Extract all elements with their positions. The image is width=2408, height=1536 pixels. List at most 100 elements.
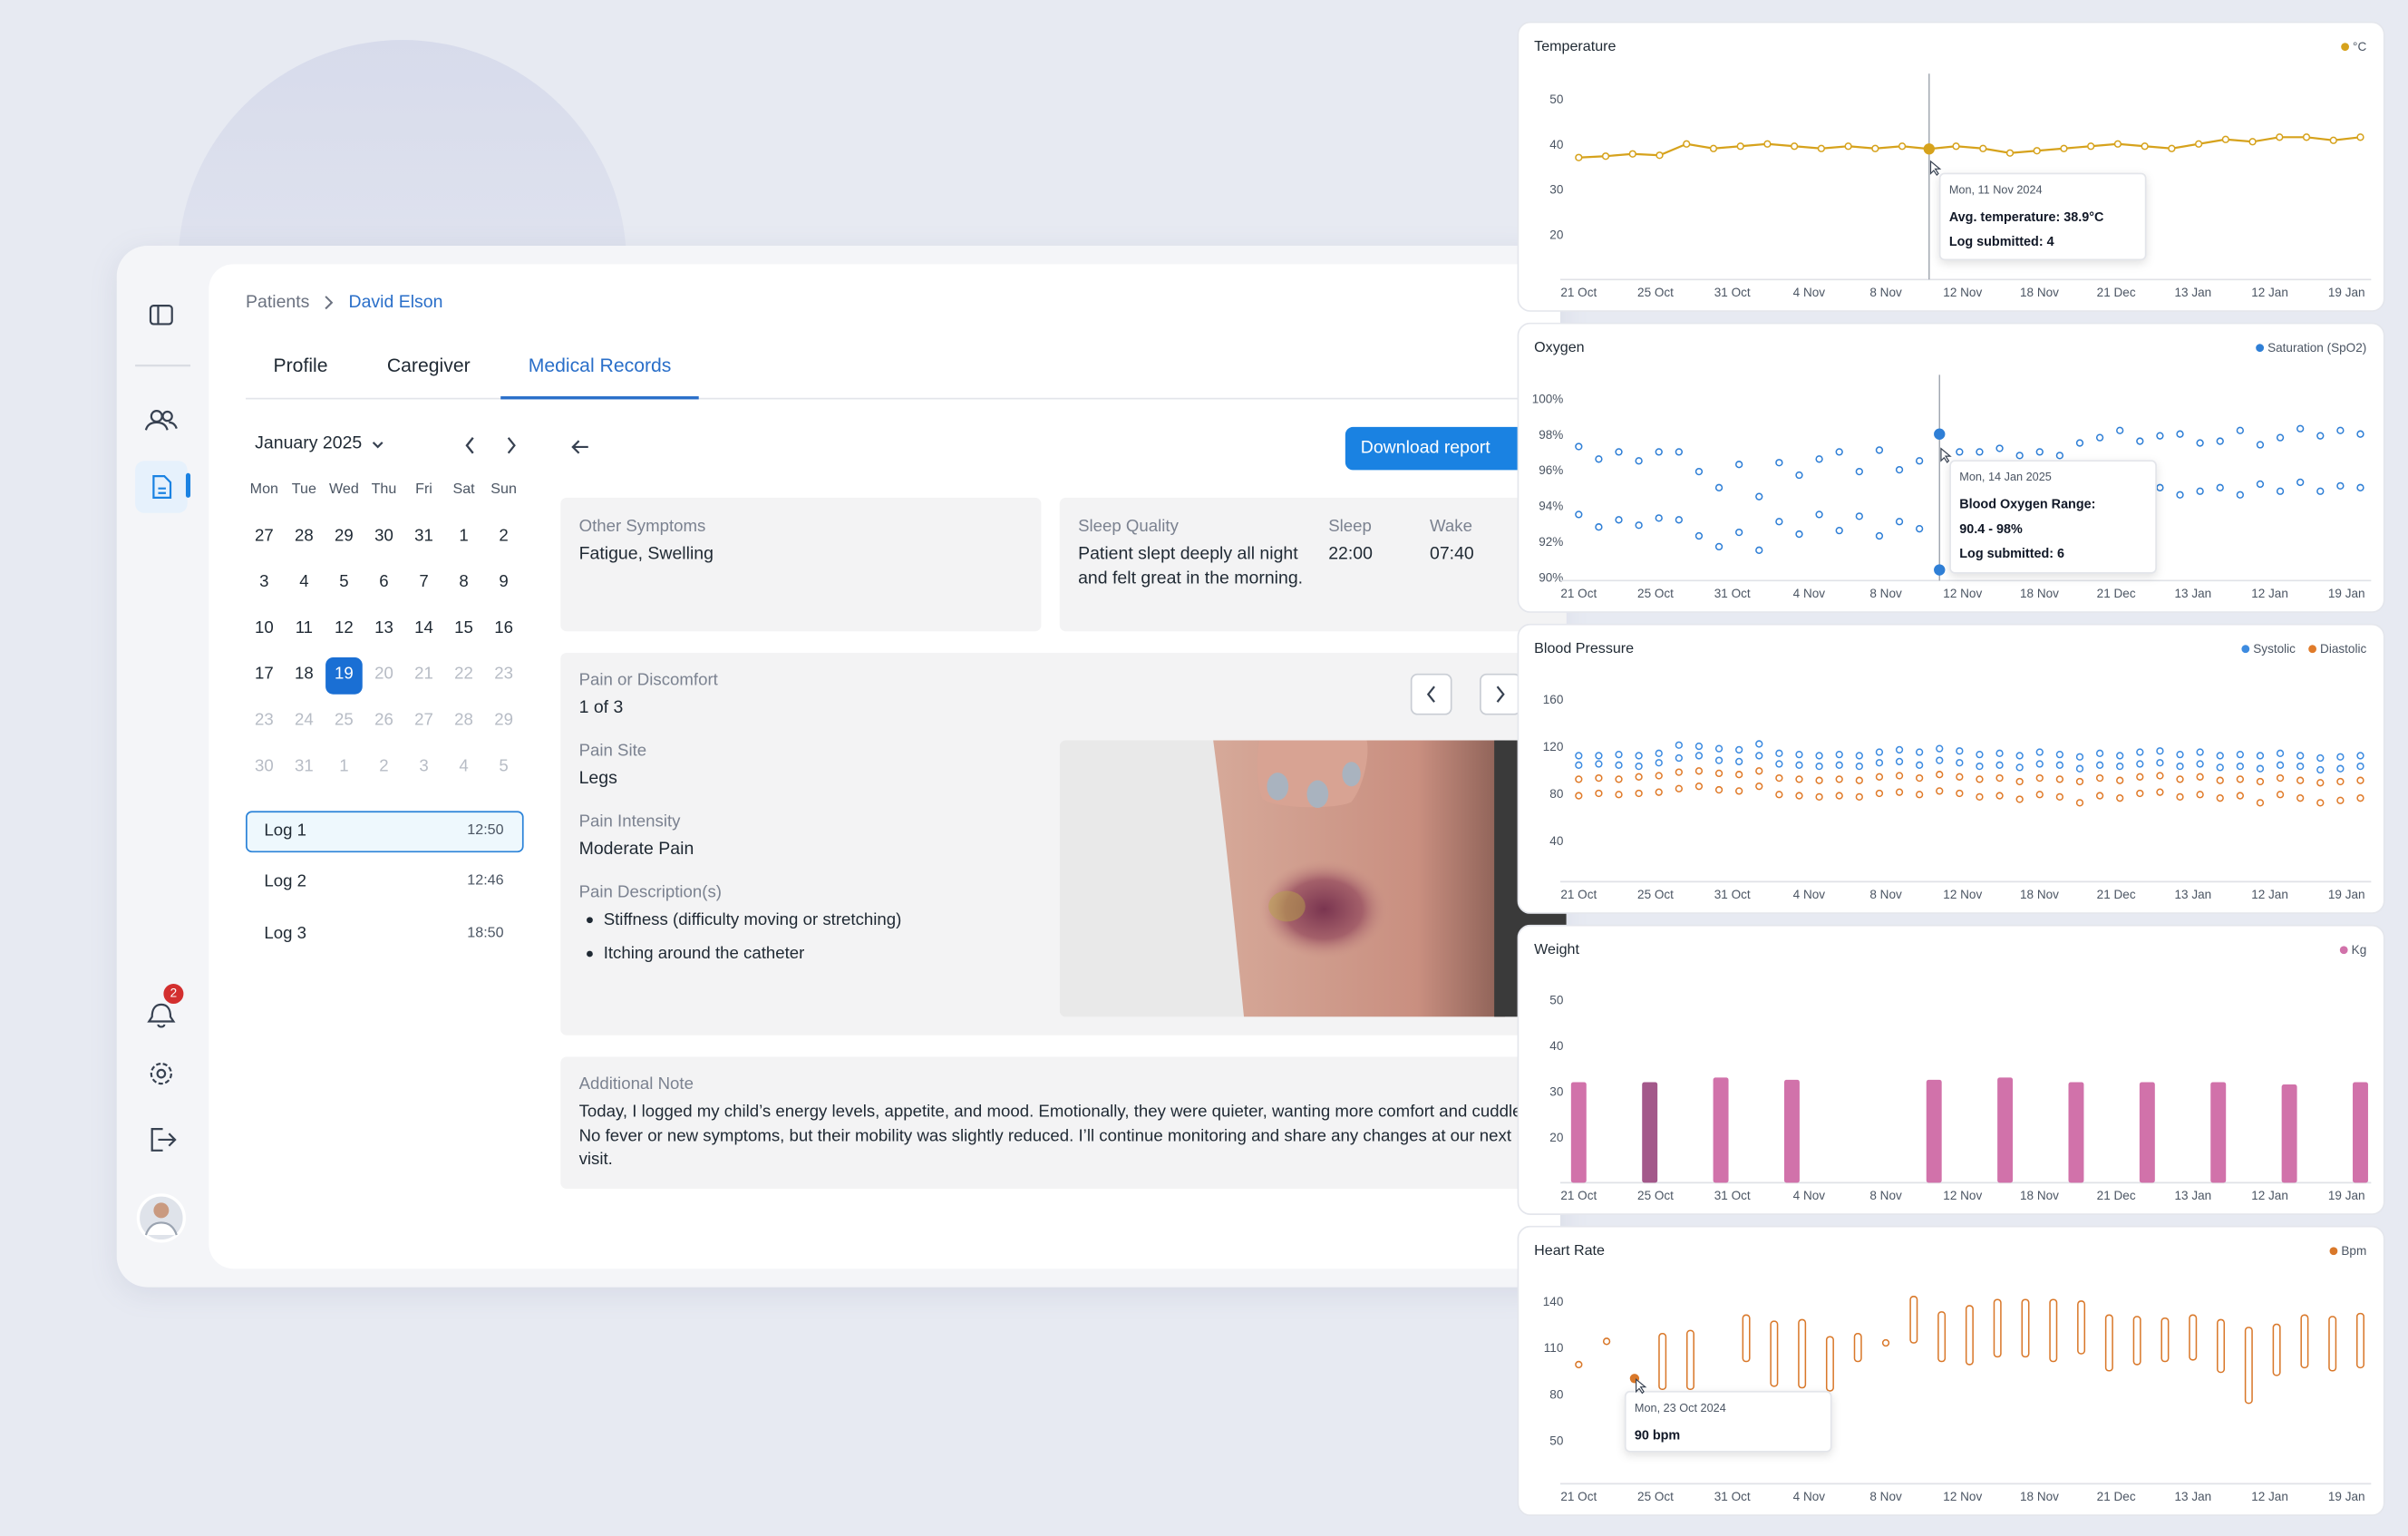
cursor-icon xyxy=(1940,447,1952,463)
calendar-day[interactable]: 29 xyxy=(494,711,513,730)
x-tick-label: 12 Nov xyxy=(1943,1490,1982,1503)
calendar-day[interactable]: 5 xyxy=(339,572,349,592)
data-point xyxy=(2248,138,2257,146)
calendar-day[interactable]: 6 xyxy=(379,572,389,592)
calendar-day[interactable]: 24 xyxy=(295,711,314,730)
tab[interactable]: Profile xyxy=(273,355,328,377)
line-series xyxy=(1578,136,2361,159)
calendar-day[interactable]: 23 xyxy=(254,711,274,730)
data-point xyxy=(2216,794,2224,802)
x-tick-label: 19 Jan xyxy=(2328,587,2365,600)
calendar-day[interactable]: 1 xyxy=(459,527,469,546)
calendar-day[interactable]: 27 xyxy=(254,527,274,546)
calendar-day[interactable]: 25 xyxy=(335,711,354,730)
notifications-icon[interactable] xyxy=(147,1003,176,1028)
data-point xyxy=(1915,791,1924,799)
x-tick-label: 12 Jan xyxy=(2251,286,2288,299)
bar xyxy=(2068,1082,2084,1183)
data-point xyxy=(1815,762,1823,771)
calendar-month[interactable]: January 2025 xyxy=(255,434,363,453)
data-point xyxy=(1956,448,1964,456)
calendar-day[interactable]: 11 xyxy=(295,618,314,638)
patients-icon[interactable] xyxy=(144,410,178,431)
calendar-nav[interactable] xyxy=(461,434,522,456)
calendar-day[interactable]: 3 xyxy=(419,757,429,776)
calendar-day[interactable]: 10 xyxy=(254,618,274,638)
range-bar xyxy=(2328,1316,2337,1372)
calendar-day[interactable]: 28 xyxy=(454,711,473,730)
data-point xyxy=(1956,747,1964,755)
calendar-day[interactable]: 2 xyxy=(499,527,509,546)
calendar-day[interactable]: 14 xyxy=(414,618,433,638)
calendar-day[interactable]: 4 xyxy=(299,572,309,592)
data-point xyxy=(1815,455,1823,463)
tooltip-date: Mon, 11 Nov 2024 xyxy=(1949,183,2043,196)
log-name[interactable]: Log 1 xyxy=(264,821,306,841)
calendar-day[interactable]: 27 xyxy=(414,711,433,730)
calendar-day[interactable]: 31 xyxy=(295,757,314,776)
calendar-day[interactable]: 28 xyxy=(295,527,314,546)
tooltip: Mon, 11 Nov 2024 Avg. temperature: 38.9°C… xyxy=(1938,172,2147,261)
calendar-day[interactable]: 23 xyxy=(494,665,513,684)
calendar-day[interactable]: 8 xyxy=(459,572,469,592)
y-tick-label: 120 xyxy=(1543,740,1564,753)
range-bar xyxy=(2160,1317,2170,1363)
calendar-day[interactable]: 1 xyxy=(339,757,349,776)
x-tick-label: 21 Oct xyxy=(1560,1189,1597,1202)
calendar-day[interactable]: 2 xyxy=(379,757,389,776)
breadcrumb-parent[interactable]: Patients xyxy=(246,293,310,312)
data-point xyxy=(2136,748,2144,756)
calendar-day[interactable]: 22 xyxy=(454,665,473,684)
settings-icon[interactable] xyxy=(150,1062,172,1085)
x-tick-label: 12 Nov xyxy=(1943,286,1982,299)
calendar-day[interactable]: 15 xyxy=(454,618,473,638)
calendar-day[interactable]: 4 xyxy=(459,757,469,776)
toggle-sidebar-icon[interactable] xyxy=(149,305,173,326)
pain-site-label: Pain Site xyxy=(578,742,647,761)
calendar-day[interactable]: 21 xyxy=(414,665,433,684)
log-selected[interactable] xyxy=(246,811,524,853)
tab[interactable]: Medical Records xyxy=(528,355,672,377)
download-label[interactable]: Download report xyxy=(1360,439,1490,458)
symptoms-card xyxy=(560,497,1042,632)
calendar-day[interactable]: 26 xyxy=(374,711,393,730)
avatar[interactable] xyxy=(136,1193,186,1243)
tab[interactable]: Caregiver xyxy=(386,355,471,377)
data-point xyxy=(2276,487,2285,495)
calendar-day[interactable]: 9 xyxy=(499,572,509,592)
data-point xyxy=(2296,776,2305,784)
x-tick-label: 25 Oct xyxy=(1637,587,1674,600)
x-tick-label: 18 Nov xyxy=(2020,1490,2059,1503)
data-point xyxy=(1694,467,1704,476)
calendar-day[interactable]: 30 xyxy=(254,757,274,776)
data-point xyxy=(1956,759,1964,767)
data-point xyxy=(2113,140,2122,148)
calendar-day[interactable]: 7 xyxy=(419,572,429,592)
back-button[interactable] xyxy=(569,438,591,456)
data-point xyxy=(2216,437,2224,445)
calendar-day[interactable]: 31 xyxy=(414,527,433,546)
calendar-day[interactable]: 29 xyxy=(335,527,354,546)
legend-swatch xyxy=(2256,344,2265,353)
records-icon[interactable] xyxy=(152,475,172,499)
log-name[interactable]: Log 2 xyxy=(264,872,306,891)
calendar-day[interactable]: 20 xyxy=(374,665,393,684)
calendar-day[interactable]: 30 xyxy=(374,527,393,546)
calendar-day[interactable]: 16 xyxy=(494,618,513,638)
pain-nav[interactable] xyxy=(1410,673,1533,719)
logout-icon[interactable] xyxy=(150,1127,177,1152)
calendar-day[interactable]: 12 xyxy=(335,618,354,638)
y-tick-label: 20 xyxy=(1549,1131,1563,1144)
calendar-day[interactable]: 18 xyxy=(295,665,314,684)
calendar-day[interactable]: 19 xyxy=(335,665,354,684)
data-point xyxy=(2168,144,2176,152)
calendar-day[interactable]: 5 xyxy=(499,757,509,776)
bar xyxy=(2210,1082,2227,1183)
calendar-day[interactable]: 17 xyxy=(254,665,274,684)
data-point xyxy=(1735,528,1743,537)
log-name[interactable]: Log 3 xyxy=(264,924,306,944)
calendar-day[interactable]: 13 xyxy=(374,618,393,638)
calendar-day[interactable]: 3 xyxy=(259,572,269,592)
range-bar xyxy=(2356,1312,2364,1369)
pain-photo[interactable] xyxy=(1059,740,1567,1017)
